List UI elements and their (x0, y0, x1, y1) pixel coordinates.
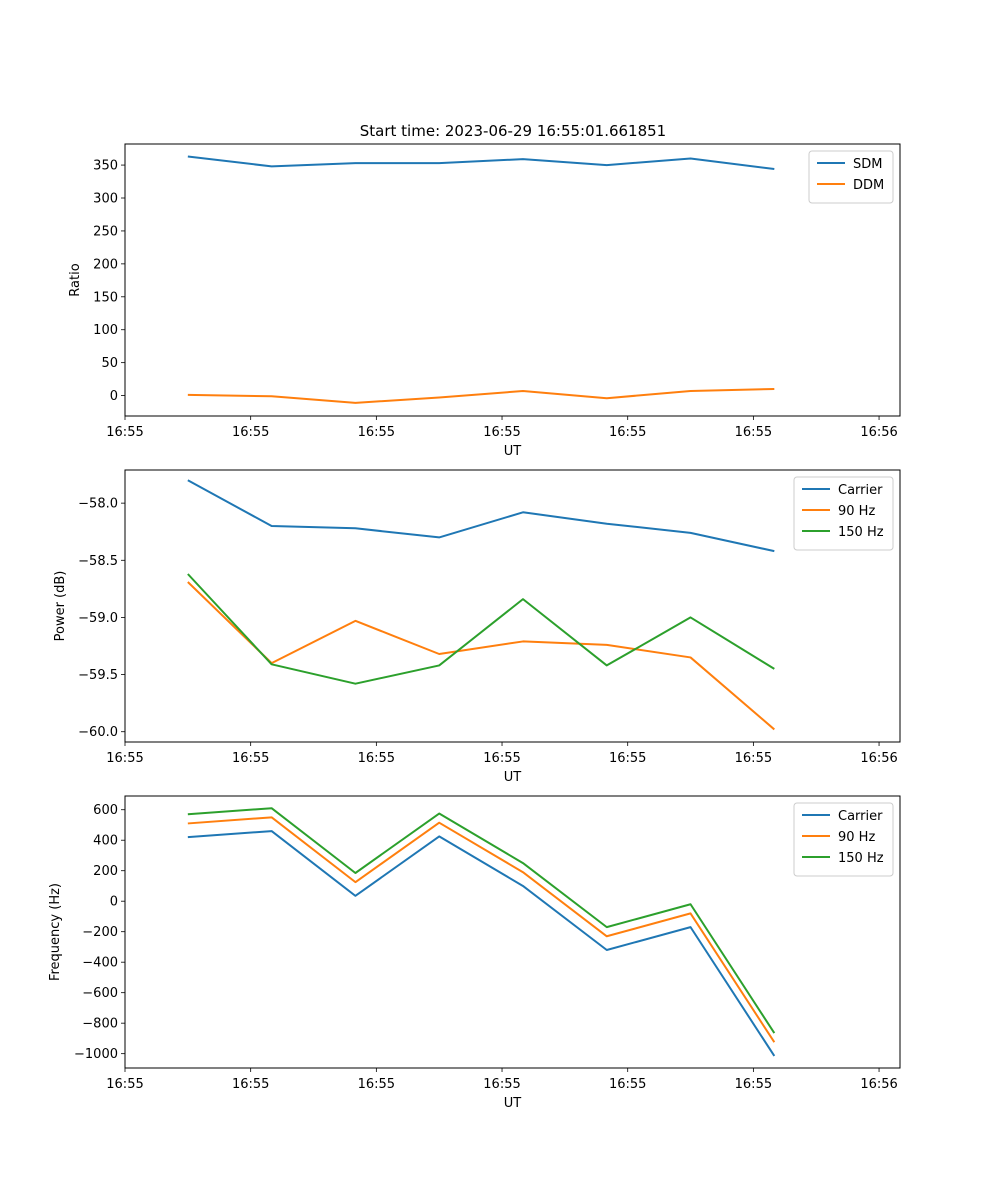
y-tick-label: 350 (93, 159, 118, 174)
y-tick-label: −1000 (74, 1047, 118, 1062)
y-tick-label: −800 (82, 1017, 118, 1032)
x-tick-label: 16:55 (232, 425, 269, 440)
legend-label: Carrier (838, 483, 883, 498)
y-tick-label: −400 (82, 956, 118, 971)
x-tick-label: 16:55 (358, 425, 395, 440)
legend-label: 150 Hz (838, 525, 884, 540)
x-tick-label: 16:55 (735, 425, 772, 440)
legend-label: 150 Hz (838, 851, 884, 866)
y-tick-label: −58.5 (78, 554, 118, 569)
y-tick-label: 200 (93, 257, 118, 272)
x-tick-label: 16:56 (860, 751, 897, 766)
y-axis-label: Power (dB) (53, 571, 68, 642)
legend: Carrier 90 Hz 150 Hz (793, 476, 894, 551)
x-tick-label: 16:55 (358, 1077, 395, 1092)
subplot-2: 16:55 16:55 16:55 16:55 16:55 16:55 16:56 −60.0… (53, 469, 901, 785)
legend-label: 90 Hz (838, 504, 875, 519)
y-tick-label: 400 (93, 834, 118, 849)
x-tick-label: 16:55 (232, 1077, 269, 1092)
y-tick-label: 150 (93, 290, 118, 305)
y-tick-label: −58.0 (78, 497, 118, 512)
y-tick-label: 250 (93, 224, 118, 239)
series-line-carrier (187, 830, 776, 1057)
subplot-1: 16:55 16:55 16:55 16:55 16:55 16:55 16:56 0 50 10… (68, 143, 901, 459)
x-tick-label: 16:55 (106, 1077, 143, 1092)
legend-label: 90 Hz (838, 830, 875, 845)
series-line-150-hz (187, 807, 776, 1034)
x-tick-label: 16:55 (483, 1077, 520, 1092)
x-tick-label: 16:55 (483, 751, 520, 766)
x-axis-label: UT (504, 1096, 522, 1111)
y-tick-label: −60.0 (78, 725, 118, 740)
legend-label: Carrier (838, 809, 883, 824)
y-tick-label: 600 (93, 803, 118, 818)
y-axis-label: Ratio (68, 263, 83, 296)
x-tick-label: 16:55 (735, 751, 772, 766)
y-tick-label: −200 (82, 925, 118, 940)
figure-title: Start time: 2023-06-29 16:55:01.661851 (360, 122, 666, 140)
x-tick-label: 16:55 (735, 1077, 772, 1092)
x-tick-label: 16:55 (106, 751, 143, 766)
y-tick-label: −59.5 (78, 668, 118, 683)
y-tick-label: 100 (93, 323, 118, 338)
y-axis-label: Frequency (Hz) (48, 883, 63, 981)
legend-label: SDM (853, 157, 882, 172)
legend: Carrier 90 Hz 150 Hz (793, 802, 894, 877)
x-tick-label: 16:56 (860, 1077, 897, 1092)
axes-frame (124, 143, 901, 417)
x-tick-label: 16:55 (609, 1077, 646, 1092)
y-tick-label: 200 (93, 864, 118, 879)
x-tick-label: 16:55 (609, 425, 646, 440)
y-tick-label: −59.0 (78, 611, 118, 626)
x-tick-label: 16:55 (358, 751, 395, 766)
y-tick-label: −600 (82, 986, 118, 1001)
axes-frame (124, 469, 901, 743)
series-line-150-hz (187, 573, 775, 685)
x-tick-label: 16:55 (106, 425, 143, 440)
x-tick-label: 16:56 (860, 425, 897, 440)
legend-label: DDM (853, 178, 884, 193)
x-tick-label: 16:55 (483, 425, 520, 440)
subplot-3: 16:55 16:55 16:55 16:55 16:55 16:55 16:56 −1000… (48, 795, 901, 1111)
series-line-carrier (187, 479, 775, 553)
y-tick-label: 0 (110, 389, 118, 404)
x-axis-label: UT (504, 770, 522, 785)
x-tick-label: 16:55 (609, 751, 646, 766)
subplots: 16:55 16:55 16:55 16:55 16:55 16:55 16:56 0 50 10… (48, 143, 901, 1111)
series-line-90-hz (187, 816, 776, 1043)
y-tick-label: 50 (101, 356, 118, 371)
y-tick-label: 0 (110, 895, 118, 910)
x-tick-label: 16:55 (232, 751, 269, 766)
legend: SDM DDM (808, 150, 894, 204)
series-line-sdm (187, 155, 775, 171)
x-axis-label: UT (504, 444, 522, 459)
y-tick-label: 300 (93, 192, 118, 207)
series-line-90-hz (187, 581, 775, 731)
series-line-ddm (187, 388, 775, 404)
